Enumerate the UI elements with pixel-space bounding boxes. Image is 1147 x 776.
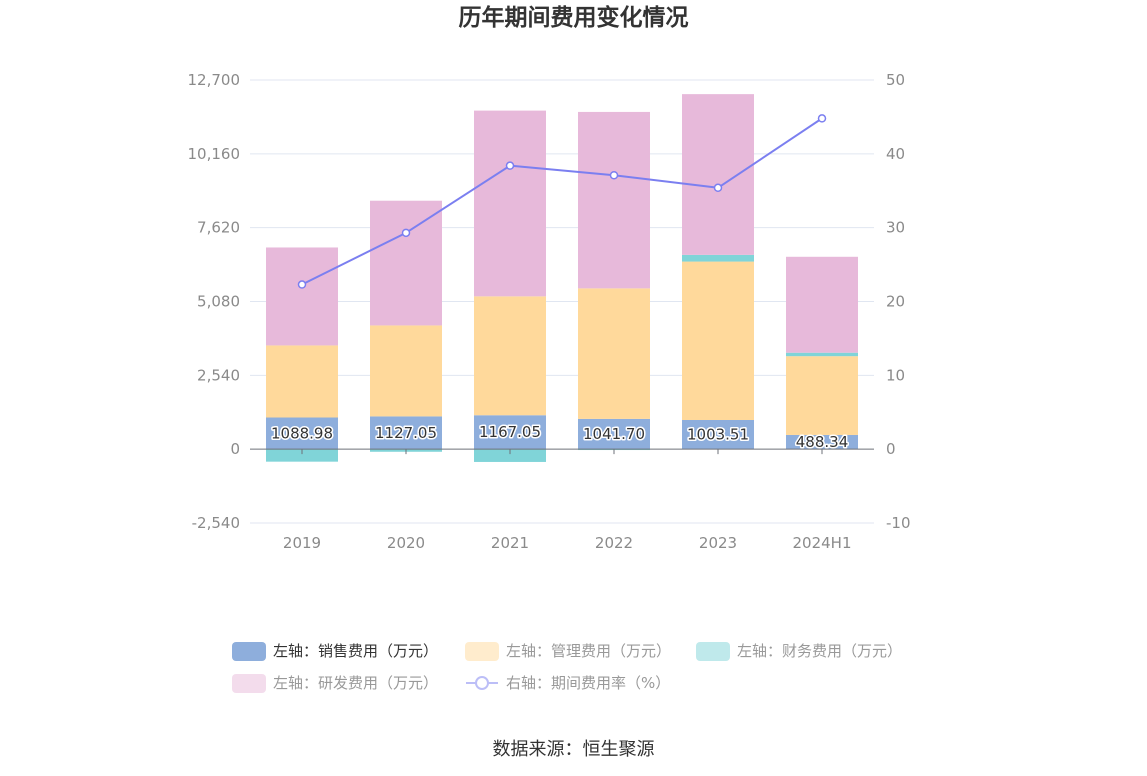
bar-rnd-2020 (370, 200, 442, 326)
y-left-tick-label: 5,080 (197, 293, 240, 311)
legend-item-rate[interactable]: 右轴：期间费用率（%） (465, 673, 670, 693)
y-left-tick-label: 12,700 (188, 71, 241, 89)
legend-item-rnd[interactable]: 左轴：研发费用（万元） (232, 673, 438, 693)
rate-point-2020 (401, 228, 411, 238)
axis-tick-labels: 12,700 10,160 7,620 5,080 2,540 0 -2,540 50 40 30… (188, 71, 911, 552)
bar-admin-2023 (682, 261, 754, 420)
x-axis (250, 448, 874, 455)
bar-finance-2019 (266, 449, 338, 462)
bar-value-label-2019: 1088.98 (271, 424, 333, 442)
bar-sales-2023 (682, 419, 754, 450)
rate-line (301, 117, 823, 286)
rate-point-2024h1 (817, 114, 827, 123)
legend-swatch-finance (696, 641, 730, 661)
bar-rnd-2022 (578, 111, 650, 289)
rate-point-2023 (713, 183, 723, 193)
bar-admin-2022 (578, 288, 650, 419)
x-axis-label-2022: 2022 (595, 534, 633, 552)
y-right-tick-label: 0 (886, 440, 896, 458)
line-group (297, 114, 827, 289)
bar-sales-2021 (474, 415, 546, 450)
bar-value-label-2022: 1041.70 (583, 425, 645, 443)
y-left-tick-label: 7,620 (197, 219, 240, 237)
legend-swatch-admin (465, 641, 499, 661)
y-left-tick-label: -2,540 (192, 514, 240, 532)
bar-sales-2019 (266, 417, 338, 450)
legend-item-finance[interactable]: 左轴：财务费用（万元） (696, 641, 902, 661)
legend-swatch-rnd (232, 673, 266, 693)
legend-item-admin[interactable]: 左轴：管理费用（万元） (465, 641, 671, 661)
bar-admin-2021 (474, 296, 546, 416)
legend-line-circle-icon (466, 676, 498, 690)
bar-admin-2019 (266, 345, 338, 418)
x-axis-label-2019: 2019 (283, 534, 321, 552)
bar-value-label-2023: 1003.51 (687, 426, 749, 444)
bar-sales-2020 (370, 416, 442, 450)
bar-rnd-2019 (266, 247, 338, 346)
legend-label-sales: 左轴：销售费用（万元） (273, 642, 439, 660)
y-right-tick-label: 40 (886, 145, 905, 163)
y-left-tick-label: 2,540 (197, 366, 240, 384)
grid-lines (250, 79, 874, 524)
bar-value-label-2021: 1167.05 (479, 423, 541, 441)
y-right-tick-label: 20 (886, 293, 905, 311)
y-left-tick-label: 10,160 (188, 145, 241, 163)
bar-finance-2023 (682, 254, 754, 262)
data-source: 数据来源：恒生聚源 (492, 739, 655, 760)
x-axis-label-2023: 2023 (699, 534, 737, 552)
bar-value-labels: 1088.98 1127.05 1167.05 1041.70 1003.51 488.3… (269, 422, 849, 453)
bar-finance-2021 (474, 449, 546, 462)
bar-group (266, 94, 858, 462)
bar-admin-2020 (370, 325, 442, 417)
x-axis-label-2021: 2021 (491, 534, 529, 552)
bar-value-label-2020: 1127.05 (375, 424, 437, 442)
y-right-tick-label: -10 (886, 514, 911, 532)
bar-admin-2024h1 (786, 356, 858, 435)
legend-label-finance: 左轴：财务费用（万元） (737, 642, 903, 660)
bar-value-label-2024h1: 488.34 (796, 433, 849, 451)
rate-point-2022 (609, 170, 619, 180)
y-right-tick-label: 10 (886, 366, 905, 384)
bar-rnd-2023 (682, 94, 754, 255)
bar-rnd-2021 (474, 110, 546, 297)
chart-title: 历年期间费用变化情况 (458, 5, 689, 31)
rate-point-2021 (505, 161, 515, 170)
bar-finance-2024h1 (786, 352, 858, 357)
legend-label-rate: 右轴：期间费用率（%） (506, 674, 671, 692)
y-right-tick-label: 30 (886, 219, 905, 237)
legend-swatch-sales (232, 641, 266, 661)
bar-sales-2024h1 (786, 434, 858, 450)
x-axis-label-2024h1: 2024H1 (793, 534, 852, 552)
bar-sales-2022 (578, 418, 650, 450)
y-right-tick-label: 50 (886, 71, 905, 89)
rate-point-2019 (297, 280, 307, 289)
bar-rnd-2024h1 (786, 256, 858, 353)
legend-label-rnd: 左轴：研发费用（万元） (273, 674, 439, 692)
x-axis-label-2020: 2020 (387, 534, 425, 552)
y-left-tick-label: 0 (230, 440, 240, 458)
legend-item-sales[interactable]: 左轴：销售费用（万元） (232, 641, 438, 661)
legend-label-admin: 左轴：管理费用（万元） (506, 642, 672, 660)
